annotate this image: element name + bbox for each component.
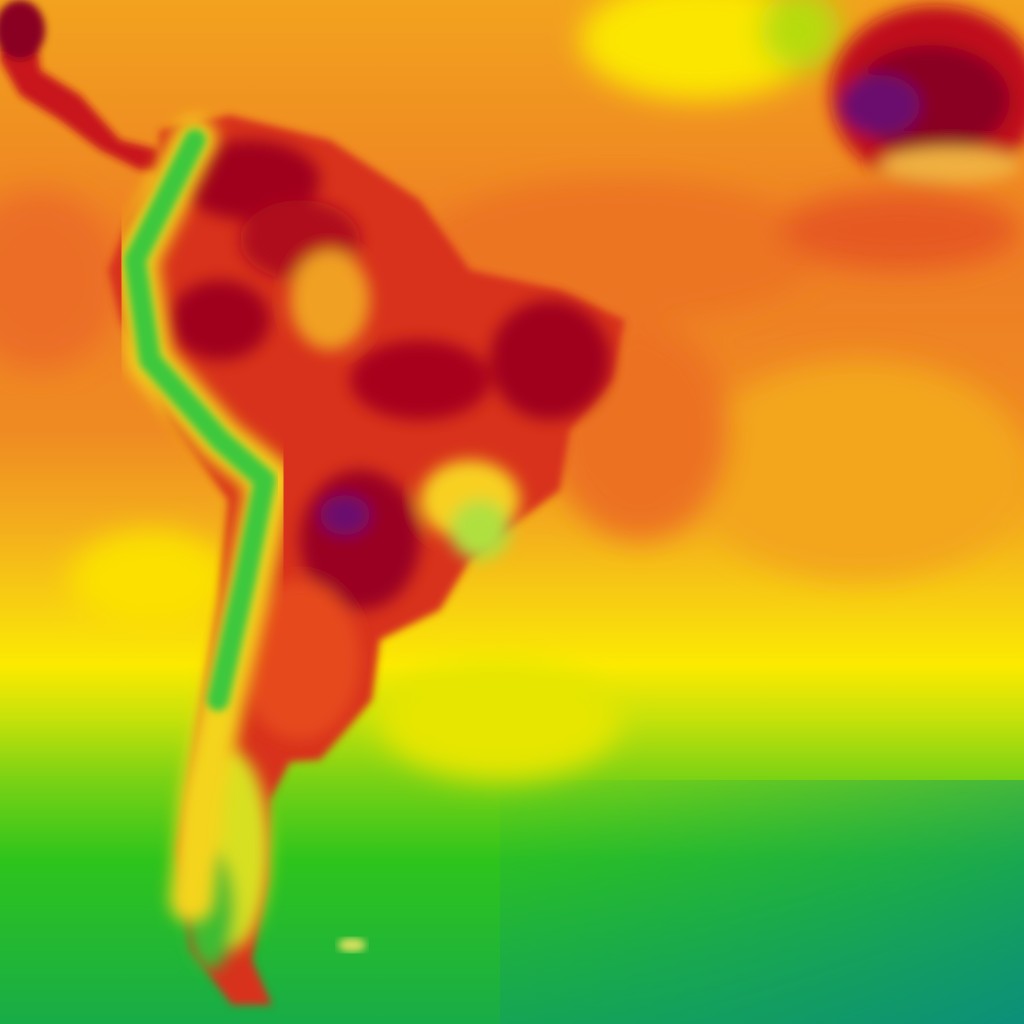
southern-teal-shade (500, 780, 1024, 1024)
sahara-hotspot (830, 5, 1024, 185)
central-america (0, 0, 170, 170)
andes-mountains (112, 117, 293, 923)
falkland-islands (338, 938, 366, 952)
south-america (108, 115, 625, 1005)
